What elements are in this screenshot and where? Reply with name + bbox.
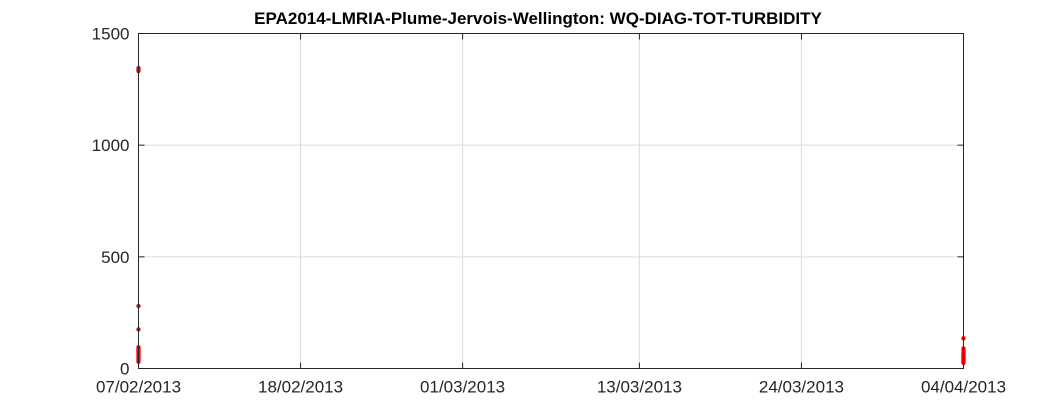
y-tick-label: 500 <box>101 248 129 267</box>
y-tick-label: 1500 <box>92 25 130 44</box>
x-tick-label: 24/03/2013 <box>759 378 844 397</box>
x-tick-label: 04/04/2013 <box>921 378 1006 397</box>
plot-frame <box>138 33 964 369</box>
y-tick-label: 1000 <box>92 136 130 155</box>
data-points <box>136 65 966 366</box>
grid <box>138 33 964 369</box>
x-tick-label: 18/02/2013 <box>258 378 343 397</box>
x-tick-label: 13/03/2013 <box>597 378 682 397</box>
y-tick-labels: 0 500 1000 1500 <box>92 25 130 379</box>
x-tick-labels: 07/02/2013 18/02/2013 01/03/2013 13/03/2013… <box>96 378 1006 397</box>
y-tick-label: 0 <box>120 360 129 379</box>
x-tick-label: 07/02/2013 <box>96 378 181 397</box>
axis-ticks <box>138 33 964 369</box>
x-tick-label: 01/03/2013 <box>420 378 505 397</box>
chart-title: EPA2014-LMRIA-Plume-Jervois-Wellington: … <box>254 9 822 28</box>
